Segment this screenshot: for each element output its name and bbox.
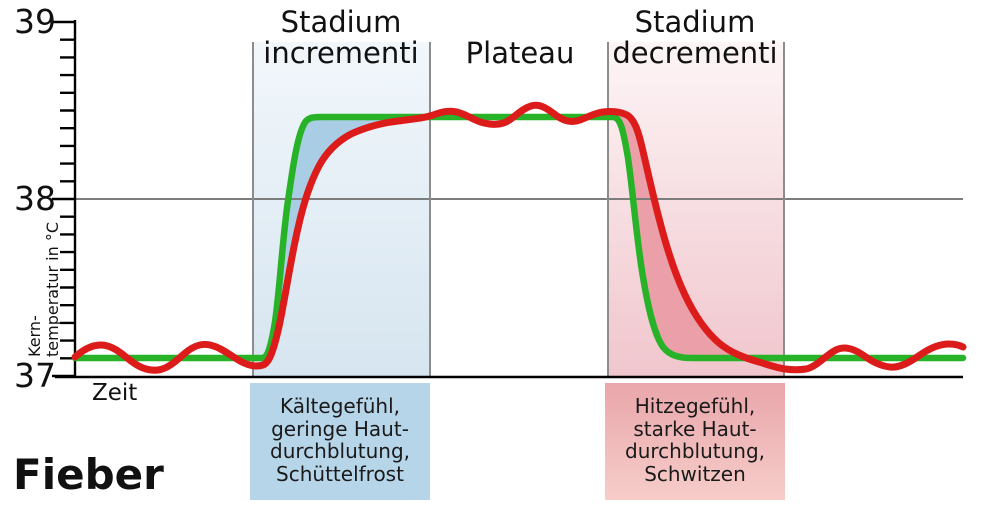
heat-symptoms-box: Hitzegefühl, starke Haut- durchblutung, … [605, 383, 785, 500]
heat-symptoms-line1: Hitzegefühl, [634, 394, 756, 418]
y-axis-minor-ticks [60, 38, 75, 360]
phase-decrementi-line1: Stadium [634, 5, 756, 39]
phase-incrementi-line1: Stadium [280, 5, 402, 39]
page-title: Fieber [13, 450, 164, 499]
y-axis-title-line1: Kern- [25, 315, 44, 357]
green-setpoint-curve [71, 113, 967, 362]
y-axis-title-line2: temperatur in °C [43, 221, 62, 357]
phase-label-decrementi: Stadium decrementi [595, 7, 795, 69]
y-tick-label-37: 37 [14, 356, 56, 395]
y-tick-label-39: 39 [14, 2, 56, 41]
phase-incrementi-line2: incrementi [263, 36, 419, 70]
heat-symptoms-line2: starke Haut- [633, 416, 757, 441]
x-axis-title: Zeit [92, 380, 138, 406]
phase-label-plateau: Plateau [465, 36, 575, 70]
red-temperature-curve [71, 101, 967, 374]
cold-symptoms-line1: Kältegefühl, [279, 394, 401, 418]
cold-symptoms-box: Kältegefühl, geringe Haut- durchblutung,… [250, 383, 430, 500]
cold-symptoms-line4: Schüttelfrost [276, 461, 404, 486]
y-axis-major-ticks [52, 20, 75, 378]
heat-symptoms-line3: durchblutung, [625, 439, 765, 463]
phase-decrementi-line2: decrementi [612, 36, 778, 70]
y-tick-label-38: 38 [14, 179, 56, 218]
band-border-lines [252, 42, 785, 377]
cold-symptoms-line2: geringe Haut- [271, 416, 409, 441]
cold-symptoms-line3: durchblutung, [270, 439, 410, 463]
fall-lag-fill [613, 115, 770, 364]
heat-symptoms-line4: Schwitzen [644, 461, 746, 486]
phase-label-incrementi: Stadium incrementi [241, 7, 441, 69]
rise-lag-fill [262, 113, 442, 365]
y-axis-title: Kern- temperatur in °C [25, 211, 62, 357]
